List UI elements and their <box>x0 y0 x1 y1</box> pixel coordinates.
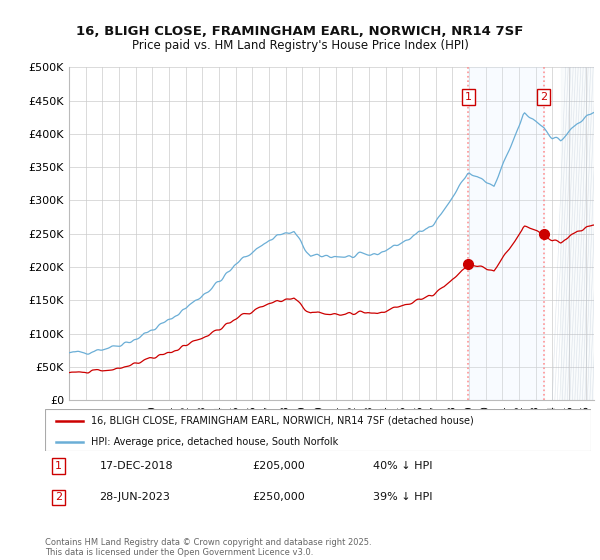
Text: 2: 2 <box>540 92 547 102</box>
Text: Contains HM Land Registry data © Crown copyright and database right 2025.
This d: Contains HM Land Registry data © Crown c… <box>45 538 371 557</box>
Text: £205,000: £205,000 <box>253 461 305 471</box>
Bar <box>560 67 594 400</box>
Text: 39% ↓ HPI: 39% ↓ HPI <box>373 492 432 502</box>
Text: 17-DEC-2018: 17-DEC-2018 <box>100 461 173 471</box>
Bar <box>469 67 544 400</box>
Text: £250,000: £250,000 <box>253 492 305 502</box>
Text: Price paid vs. HM Land Registry's House Price Index (HPI): Price paid vs. HM Land Registry's House … <box>131 39 469 52</box>
Text: 1: 1 <box>465 92 472 102</box>
Text: 28-JUN-2023: 28-JUN-2023 <box>100 492 170 502</box>
Text: 40% ↓ HPI: 40% ↓ HPI <box>373 461 432 471</box>
Text: 1: 1 <box>55 461 62 471</box>
Text: 16, BLIGH CLOSE, FRAMINGHAM EARL, NORWICH, NR14 7SF: 16, BLIGH CLOSE, FRAMINGHAM EARL, NORWIC… <box>76 25 524 38</box>
Text: 16, BLIGH CLOSE, FRAMINGHAM EARL, NORWICH, NR14 7SF (detached house): 16, BLIGH CLOSE, FRAMINGHAM EARL, NORWIC… <box>91 416 474 426</box>
Text: HPI: Average price, detached house, South Norfolk: HPI: Average price, detached house, Sout… <box>91 437 338 446</box>
Text: 2: 2 <box>55 492 62 502</box>
